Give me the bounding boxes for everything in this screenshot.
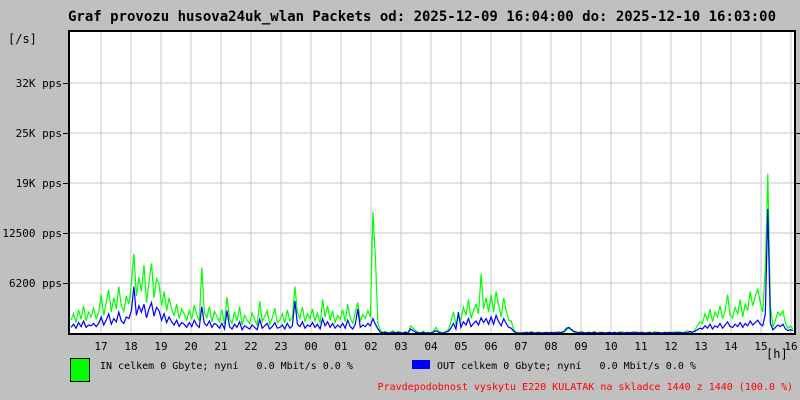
x-tick-label: 00 (304, 340, 318, 353)
x-tick-label: 14 (724, 340, 738, 353)
x-tick-label: 13 (694, 340, 708, 353)
x-tick-label: 05 (454, 340, 468, 353)
in-series-label: IN celkem 0 Gbyte; nyní 0.0 Mbit/s 0.0 % (100, 361, 353, 372)
y-tick-mark (796, 82, 800, 84)
x-tick-label: 10 (604, 340, 618, 353)
x-tick-label: 16 (784, 340, 798, 353)
x-tick-label: 23 (274, 340, 288, 353)
x-tick-label: 19 (154, 340, 168, 353)
y-tick-mark (63, 132, 68, 134)
x-tick-label: 21 (214, 340, 228, 353)
y-tick-mark (63, 182, 68, 184)
out-series-label: OUT celkem 0 Gbyte; nyní 0.0 Mbit/s 0.0 … (437, 361, 696, 372)
x-tick-label: 12 (664, 340, 678, 353)
out-series-swatch (412, 360, 430, 369)
y-tick-label: 32K pps (15, 77, 62, 90)
x-tick-label: 02 (364, 340, 378, 353)
availability-note: Pravdepodobnost vyskytu E220 KULATAK na … (377, 382, 793, 393)
x-tick-label: 01 (334, 340, 348, 353)
y-tick-mark (796, 282, 800, 284)
y-tick-mark (63, 282, 68, 284)
x-tick-label: 22 (244, 340, 258, 353)
x-tick-label: 04 (424, 340, 438, 353)
x-tick-label: 18 (124, 340, 138, 353)
x-axis-unit-label: [h] (766, 347, 788, 361)
y-axis-unit-label: [/s] (8, 32, 37, 46)
plot-area (68, 30, 796, 335)
x-tick-label: 09 (574, 340, 588, 353)
y-tick-label: 6200 pps (9, 277, 62, 290)
x-tick-label: 08 (544, 340, 558, 353)
x-tick-label: 15 (754, 340, 768, 353)
x-tick-label: 20 (184, 340, 198, 353)
y-tick-mark (796, 182, 800, 184)
y-tick-mark (63, 232, 68, 234)
y-tick-label: 12500 pps (2, 227, 62, 240)
x-tick-label: 03 (394, 340, 408, 353)
out-traffic-line (70, 208, 794, 333)
y-tick-mark (63, 82, 68, 84)
x-tick-label: 17 (94, 340, 108, 353)
x-tick-label: 11 (634, 340, 648, 353)
x-tick-label: 07 (514, 340, 528, 353)
y-tick-mark (796, 132, 800, 134)
y-tick-label: 19K pps (15, 177, 62, 190)
in-traffic-line (70, 173, 794, 333)
x-tick-label: 06 (484, 340, 498, 353)
graph-title: Graf provozu husova24uk_wlan Packets od:… (68, 9, 777, 25)
traffic-chart (70, 32, 794, 333)
in-series-swatch (70, 358, 90, 382)
y-tick-label: 25K pps (15, 127, 62, 140)
y-tick-mark (796, 232, 800, 234)
